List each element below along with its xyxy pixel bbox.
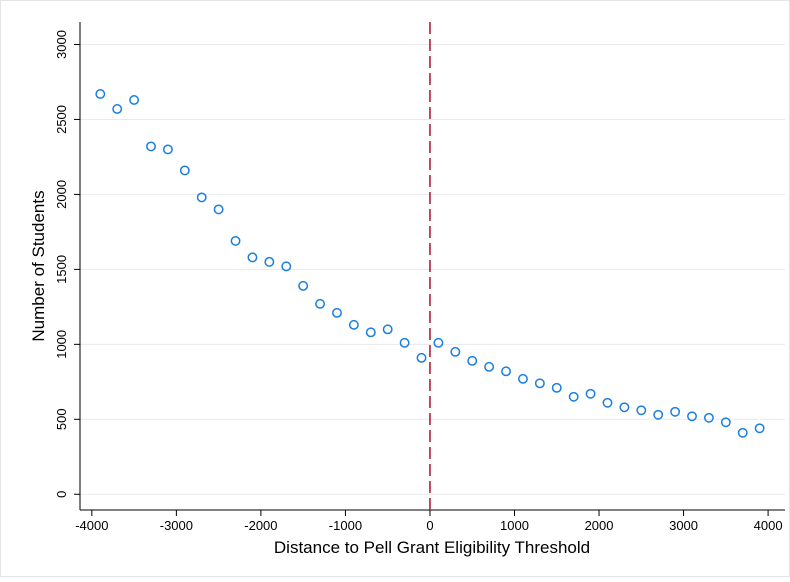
data-point: [670, 406, 681, 417]
data-point: [95, 89, 106, 99]
y-tick-label: 2000: [54, 180, 69, 209]
x-tick-label: 1000: [500, 518, 529, 533]
data-point: [298, 280, 309, 291]
data-point: [112, 104, 123, 114]
y-tick-label: 1500: [54, 255, 69, 284]
x-tick-label: 4000: [754, 518, 783, 533]
x-tick-label: -1000: [329, 518, 362, 533]
data-point: [230, 235, 241, 246]
x-tick-label: 2000: [585, 518, 614, 533]
x-tick-label: -2000: [244, 518, 277, 533]
y-tick-label: 0: [54, 491, 69, 498]
data-point: [416, 352, 427, 363]
data-point: [602, 397, 613, 408]
y-tick-label: 1000: [54, 330, 69, 359]
x-tick-label: 3000: [669, 518, 698, 533]
data-point: [281, 261, 292, 272]
x-tick-label: 0: [426, 518, 433, 533]
data-point: [179, 165, 190, 176]
data-point: [315, 298, 326, 309]
data-point: [129, 95, 140, 105]
data-point: [703, 412, 714, 423]
data-point: [196, 192, 207, 203]
data-point: [467, 355, 478, 366]
y-tick-label: 2500: [54, 105, 69, 134]
data-point: [737, 427, 748, 438]
data-point: [450, 346, 461, 357]
data-point: [636, 405, 647, 416]
x-tick-label: -3000: [160, 518, 193, 533]
x-axis-label: Distance to Pell Grant Eligibility Thres…: [274, 538, 590, 557]
y-axis-label: Number of Students: [29, 190, 48, 341]
data-point: [585, 388, 596, 399]
data-point: [332, 307, 342, 318]
data-point: [433, 337, 444, 348]
data-point: [247, 252, 258, 263]
data-point: [568, 391, 579, 402]
data-point: [146, 141, 156, 152]
data-point: [399, 337, 410, 348]
data-point: [619, 402, 630, 413]
data-point: [534, 378, 545, 389]
data-point: [653, 409, 664, 420]
data-point: [720, 417, 731, 428]
data-point: [754, 423, 765, 434]
y-tick-label: 3000: [54, 30, 69, 59]
data-point: [551, 382, 562, 393]
y-tick-label: 500: [54, 408, 69, 430]
data-point: [517, 373, 528, 384]
data-point: [382, 324, 393, 335]
data-point: [365, 327, 376, 338]
x-tick-label: -4000: [75, 518, 108, 533]
data-point: [162, 144, 173, 155]
data-point: [264, 256, 275, 267]
data-point: [213, 204, 224, 215]
data-point: [501, 366, 511, 377]
data-point: [348, 319, 359, 330]
data-point: [687, 411, 697, 422]
data-point: [484, 361, 495, 372]
